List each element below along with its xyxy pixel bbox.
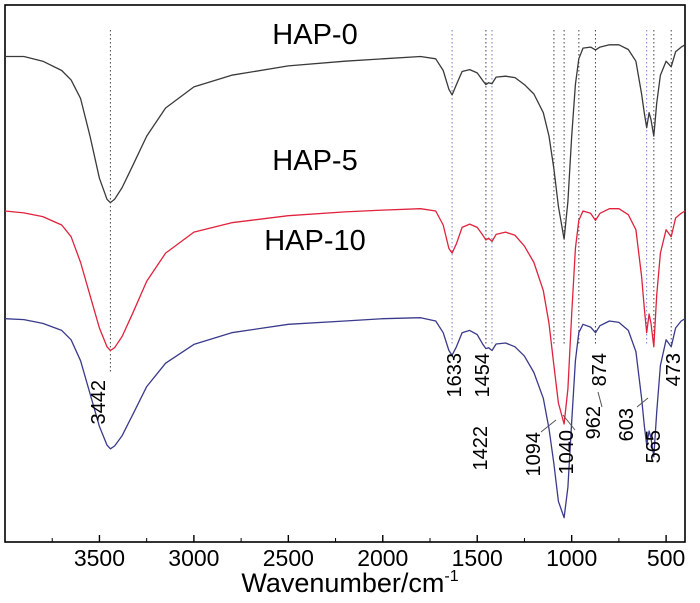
- x-axis-label: Wavenumber/cm-1: [241, 568, 458, 598]
- peak-label-565: 565: [643, 430, 665, 463]
- peak-leader-line: [597, 391, 603, 408]
- plot-area-frame: [4, 4, 686, 543]
- peak-label-1422: 1422: [470, 426, 492, 471]
- series-label-hap-10: HAP-10: [264, 225, 366, 257]
- peak-label-603: 603: [616, 408, 638, 441]
- series-labels: HAP-0 HAP-5 HAP-10: [264, 19, 366, 257]
- peak-label-874: 874: [589, 353, 611, 386]
- peak-label-3442: 3442: [88, 380, 110, 425]
- peak-label-1454: 1454: [472, 353, 494, 398]
- x-tick-label-2500: 2500: [263, 545, 314, 571]
- peak-label-473: 473: [663, 353, 685, 386]
- peak-label-962: 962: [583, 406, 605, 439]
- peak-label-1040: 1040: [556, 430, 578, 475]
- spectra-series: [4, 44, 686, 519]
- peak-marker-lines: [109, 30, 672, 372]
- series-label-hap-0: HAP-0: [272, 19, 357, 51]
- series-line-hap-10: [4, 317, 686, 519]
- peak-label-1094: 1094: [523, 432, 545, 477]
- x-tick-label-2000: 2000: [357, 545, 408, 571]
- peak-leader-line: [540, 419, 557, 433]
- x-axis-label-text: Wavenumber/cm: [241, 568, 444, 598]
- x-axis-label-superscript: -1: [444, 568, 458, 585]
- series-line-hap-5: [4, 208, 686, 425]
- x-axis-ticks: 3500 3000 2500 2000 1500 1000 500: [51, 535, 685, 571]
- x-tick-label-500: 500: [647, 545, 685, 571]
- x-tick-label-1500: 1500: [452, 545, 503, 571]
- x-tick-label-3500: 3500: [74, 545, 125, 571]
- peak-label-1633: 1633: [444, 353, 466, 398]
- x-tick-label-3000: 3000: [168, 545, 219, 571]
- peak-leader-line: [636, 397, 649, 408]
- series-label-hap-5: HAP-5: [272, 145, 357, 177]
- x-tick-label-1000: 1000: [546, 545, 597, 571]
- series-line-hap-0: [5, 44, 686, 240]
- peak-leader-line: [562, 414, 576, 431]
